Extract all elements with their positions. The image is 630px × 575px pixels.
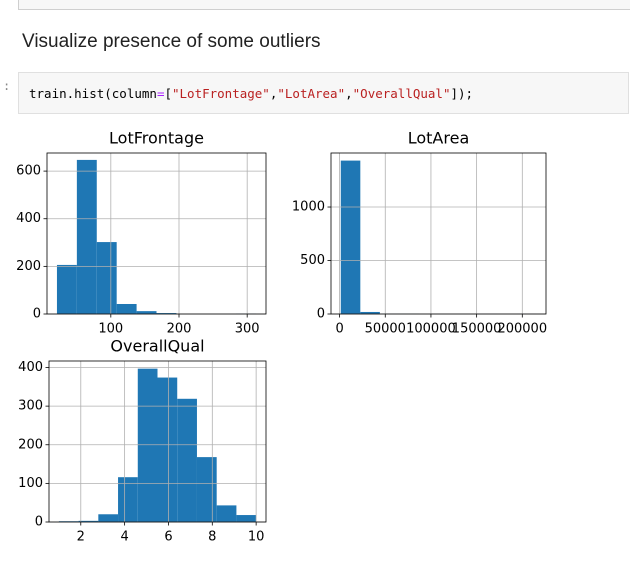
subplot-title: OverallQual	[110, 337, 204, 356]
bar	[177, 398, 197, 522]
bar	[136, 311, 157, 314]
x-tick-label: 6	[164, 530, 172, 545]
code-token: train.hist(column	[29, 86, 157, 101]
code-token: [	[164, 86, 172, 101]
code-token: ]);	[450, 86, 474, 101]
code-token: ,	[269, 86, 278, 101]
y-tick-label: 1000	[292, 200, 325, 215]
bar	[118, 477, 138, 522]
y-tick-label: 500	[300, 253, 325, 268]
bar	[98, 514, 119, 522]
code-cell[interactable]: train.hist(column=["LotFrontage","LotAre…	[18, 72, 629, 114]
y-tick-label: 400	[18, 360, 43, 375]
y-tick-label: 0	[317, 307, 325, 322]
axes-frame	[46, 152, 267, 315]
x-tick-label: 200000	[497, 322, 547, 337]
bar	[156, 313, 177, 314]
x-tick-label: 0	[335, 322, 343, 337]
x-tick-label: 50000	[365, 322, 406, 337]
bar	[78, 520, 99, 522]
bar	[196, 457, 217, 522]
y-tick-label: 200	[16, 259, 41, 274]
x-tick-label: 2	[77, 530, 85, 545]
bar	[216, 505, 237, 522]
prompt: :	[3, 79, 11, 93]
x-tick-label: 300	[235, 322, 260, 337]
x-tick-label: 4	[120, 530, 128, 545]
y-tick-label: 600	[16, 164, 41, 179]
code-token: "LotArea"	[277, 86, 346, 101]
x-tick-label: 8	[208, 530, 216, 545]
bar	[137, 368, 158, 522]
y-tick-label: 200	[18, 437, 43, 452]
code-token: ,	[345, 86, 353, 101]
code-token: "LotFrontage"	[172, 86, 270, 101]
bar	[116, 303, 137, 314]
x-tick-label: 150000	[452, 322, 502, 337]
bar	[157, 377, 178, 522]
bar	[340, 160, 361, 314]
axes-frame	[48, 360, 267, 523]
y-tick-label: 100	[18, 476, 43, 491]
subplot-title: LotArea	[408, 129, 470, 148]
code: train.hist(column=["LotFrontage","LotAre…	[29, 86, 473, 101]
subplot-title: LotFrontage	[109, 129, 204, 148]
bar	[76, 159, 97, 314]
axes-frame	[330, 152, 547, 315]
heading: Visualize presence of some outliers	[22, 31, 321, 52]
x-tick-label: 100000	[406, 322, 456, 337]
y-tick-label: 0	[33, 307, 41, 322]
x-tick-label: 100	[98, 322, 123, 337]
code-token: "OverallQual"	[352, 86, 451, 101]
y-tick-label: 400	[16, 211, 41, 226]
y-tick-label: 300	[18, 399, 43, 414]
bar	[236, 515, 257, 522]
previous-cell	[18, 0, 630, 10]
bar	[56, 264, 77, 314]
x-tick-label: 200	[167, 322, 192, 337]
y-tick-label: 0	[35, 515, 43, 530]
code-token: =	[156, 86, 165, 101]
bar	[96, 242, 117, 314]
bar	[360, 311, 380, 314]
x-tick-label: 10	[248, 530, 265, 545]
